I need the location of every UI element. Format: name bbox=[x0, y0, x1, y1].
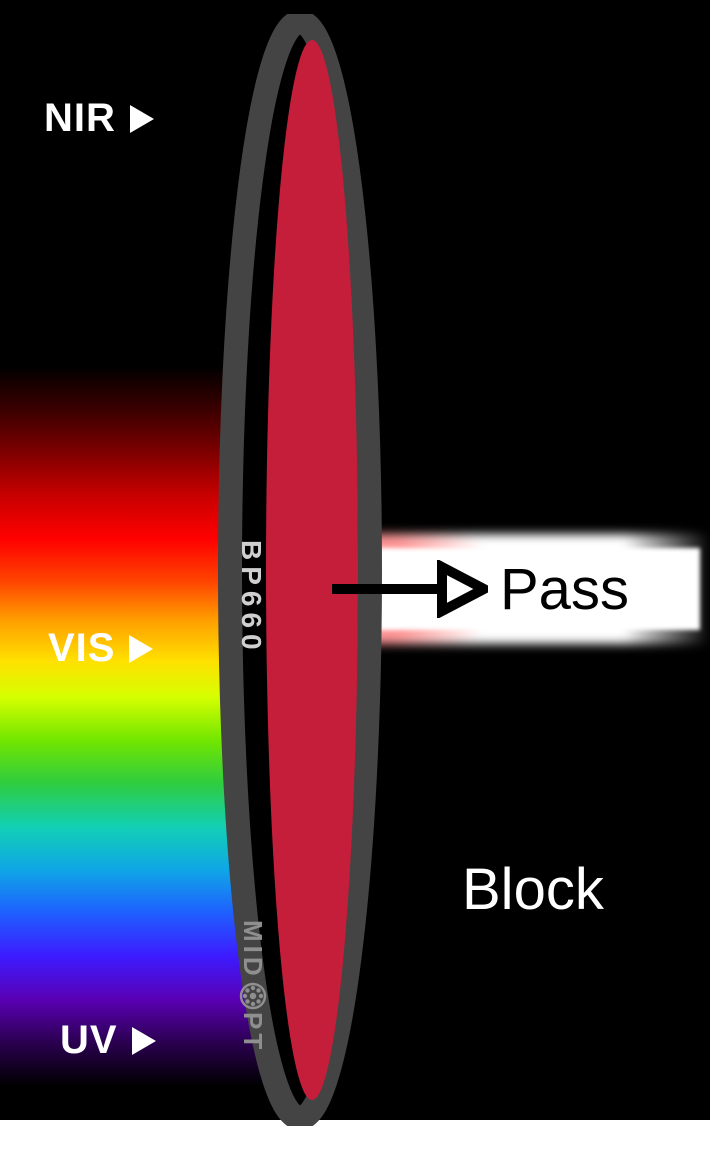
brand-pre: MID bbox=[237, 920, 268, 980]
pass-label: Pass bbox=[500, 556, 629, 623]
nir-text: NIR bbox=[44, 96, 116, 141]
lens-model-label: BP660 bbox=[235, 540, 267, 656]
vis-label: VIS bbox=[48, 626, 153, 671]
brand-post: PT bbox=[237, 1012, 268, 1053]
diagram-stage: BP660 MID PT NIR bbox=[0, 0, 710, 1162]
nir-label: NIR bbox=[44, 96, 154, 141]
lens-brand-label: MID PT bbox=[237, 920, 268, 1053]
vis-text: VIS bbox=[48, 626, 115, 671]
uv-text: UV bbox=[60, 1018, 118, 1063]
pass-arrow-icon bbox=[328, 560, 488, 623]
block-label: Block bbox=[462, 856, 604, 923]
triangle-right-icon bbox=[132, 1027, 156, 1055]
triangle-right-icon bbox=[130, 105, 154, 133]
uv-label: UV bbox=[60, 1018, 156, 1063]
triangle-right-icon bbox=[129, 635, 153, 663]
brand-logo-icon bbox=[239, 982, 267, 1010]
